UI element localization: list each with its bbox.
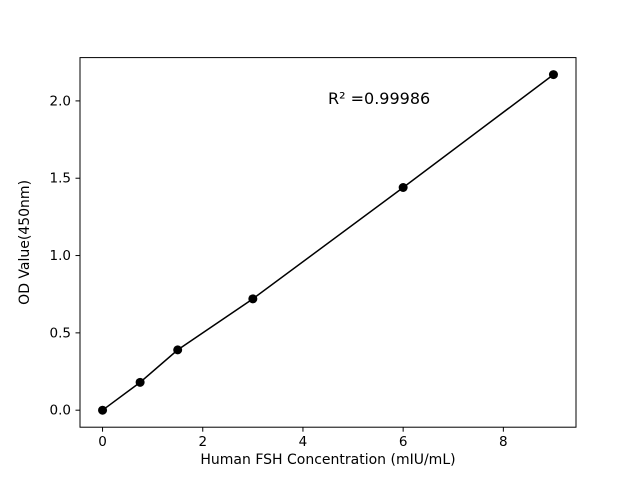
- y-tick-label: 2.0: [50, 93, 71, 109]
- y-axis-label: OD Value(450nm): [17, 180, 33, 305]
- x-tick-label: 0: [98, 434, 107, 450]
- x-tick-label: 8: [499, 434, 508, 450]
- r-squared-annotation: R² =0.99986: [328, 89, 430, 108]
- x-axis-label: Human FSH Concentration (mIU/mL): [200, 452, 455, 468]
- data-point: [173, 345, 183, 355]
- y-tick-label: 1.5: [50, 171, 71, 187]
- data-point: [135, 377, 145, 387]
- y-tick-label: 1.0: [50, 248, 71, 264]
- data-point: [548, 70, 558, 80]
- data-point: [398, 183, 408, 193]
- y-tick-label: 0.0: [50, 403, 71, 419]
- data-point: [248, 294, 258, 304]
- fit-line: [101, 73, 555, 411]
- x-tick-label: 6: [399, 434, 408, 450]
- y-tick-label: 0.5: [50, 325, 71, 341]
- data-point: [98, 405, 108, 415]
- x-tick-label: 4: [299, 434, 308, 450]
- x-tick-label: 2: [198, 434, 207, 450]
